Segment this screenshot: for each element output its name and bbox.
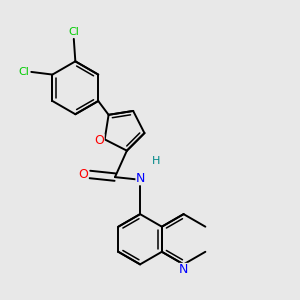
Text: Cl: Cl [68,27,79,37]
Text: N: N [179,263,188,277]
Text: O: O [94,134,104,147]
Text: H: H [152,156,160,166]
Text: Cl: Cl [18,67,29,77]
Text: O: O [78,168,88,181]
Text: N: N [136,172,146,185]
